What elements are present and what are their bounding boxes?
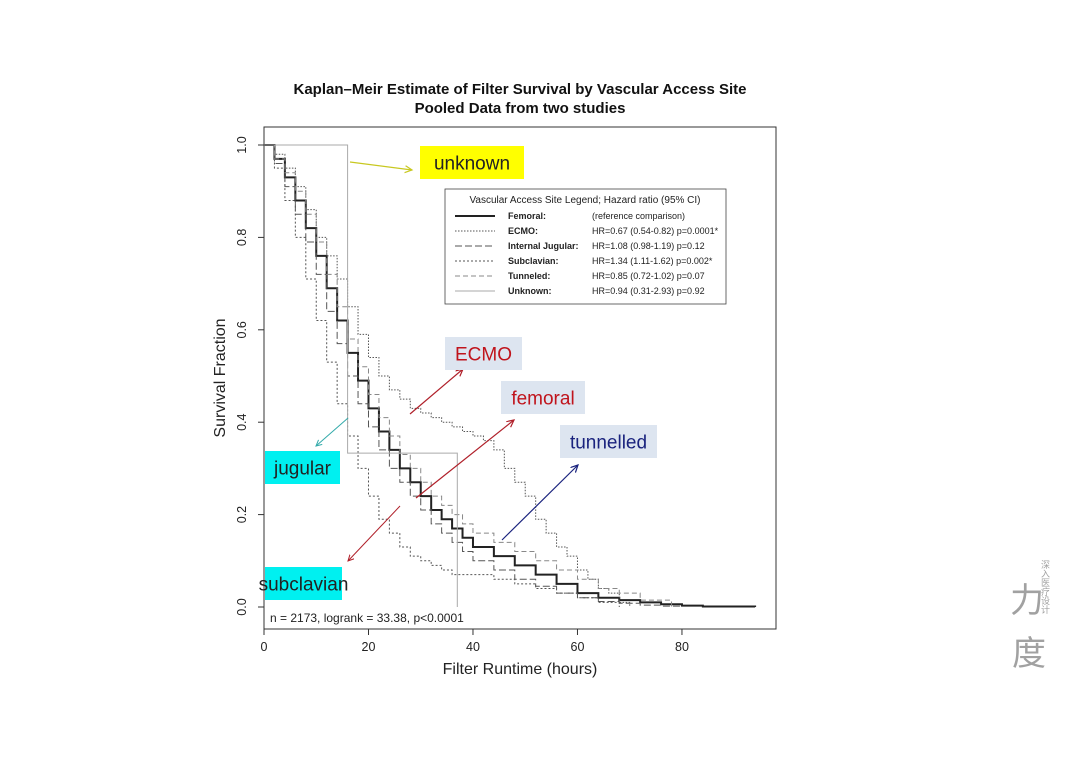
series-line-subclavian [264, 144, 620, 607]
legend-entry-name: Femoral: [508, 211, 546, 221]
legend-box [444, 188, 727, 305]
annotation-label-femoral: femoral [511, 389, 574, 410]
annotations: unknown ECMO femoral tunnelled jugular subcla… [259, 146, 657, 600]
y-tick-label: 0.0 [235, 598, 249, 615]
x-tick-label: 40 [466, 640, 480, 654]
stats-text: n = 2173, logrank = 33.38, p<0.0001 [270, 611, 464, 625]
y-tick-label: 0.2 [235, 506, 249, 523]
x-axis-label: Filter Runtime (hours) [443, 661, 598, 678]
legend-entry-hr: HR=0.94 (0.31-2.93) p=0.92 [592, 286, 705, 296]
legend-entry-hr: HR=0.67 (0.54-0.82) p=0.0001* [592, 226, 719, 236]
x-tick-label: 60 [571, 640, 585, 654]
legend-entry-hr: (reference comparison) [592, 211, 685, 221]
y-tick-label: 0.4 [235, 413, 249, 430]
y-tick-label: 0.6 [235, 321, 249, 338]
series-line-unknown [264, 144, 458, 607]
watermark-text-top: 力 [1010, 581, 1044, 621]
watermark-subtext: 深入医疗设计 [1039, 560, 1050, 615]
series-group [264, 144, 757, 608]
annotation-label-subclavian: subclavian [259, 575, 349, 596]
legend-entry-name: Subclavian: [508, 256, 559, 266]
x-tick-label: 0 [261, 640, 268, 654]
unknown-arrow [349, 161, 412, 170]
legend-entry-name: Internal Jugular: [508, 241, 579, 251]
legend-title: Vascular Access Site Legend; Hazard rati… [469, 195, 700, 206]
series-line-internal-jugular [264, 144, 683, 607]
series-line-tunneled [264, 144, 673, 607]
legend-entry-name: Unknown: [508, 286, 552, 296]
watermark-logo: 力 度 深入医疗设计 [1010, 560, 1050, 674]
annotation-box-subclavian [265, 567, 342, 600]
subclavian-arrow [348, 505, 401, 561]
y-axis-label: Survival Fraction [212, 318, 229, 437]
tunnelled-arrow [501, 465, 578, 541]
chart-title: Kaplan–Meir Estimate of Filter Survival … [294, 81, 747, 98]
legend-entry-hr: HR=1.08 (0.98-1.19) p=0.12 [592, 241, 705, 251]
legend: Vascular Access Site Legend; Hazard rati… [444, 188, 727, 305]
watermark-text-bottom: 度 [1012, 634, 1046, 674]
annotation-label-unknown: unknown [434, 154, 510, 175]
y-tick-label: 0.8 [235, 229, 249, 246]
plot-frame [263, 126, 777, 630]
x-tick-label: 80 [675, 640, 689, 654]
series-line-ecmo [264, 144, 631, 607]
legend-entries: Femoral: (reference comparison) ECMO: HR=0.… [455, 211, 719, 296]
jugular-arrow [316, 417, 349, 446]
y-tick-label: 1.0 [235, 136, 249, 153]
x-tick-label: 20 [362, 640, 376, 654]
chart-subtitle: Pooled Data from two studies [415, 100, 626, 117]
annotation-box-tunnelled [560, 425, 657, 458]
ecmo-arrow [409, 369, 463, 415]
annotation-label-tunnelled: tunnelled [570, 433, 647, 454]
annotation-label-jugular: jugular [273, 459, 332, 480]
legend-entry-hr: HR=1.34 (1.11-1.62) p=0.002* [592, 256, 713, 266]
annotation-box-unknown [420, 146, 524, 179]
legend-entry-name: Tunneled: [508, 271, 550, 281]
annotation-box-ecmo [445, 337, 522, 370]
annotation-label-ecmo: ECMO [455, 345, 512, 366]
annotation-box-jugular [265, 451, 340, 484]
femoral-arrow [415, 420, 514, 499]
axes: 0 20 40 60 80 0.0 0.2 0.4 0.6 0.8 1.0 [235, 136, 689, 654]
annotation-box-femoral [501, 381, 585, 414]
legend-entry-hr: HR=0.85 (0.72-1.02) p=0.07 [592, 271, 705, 281]
legend-entry-name: ECMO: [508, 226, 538, 236]
